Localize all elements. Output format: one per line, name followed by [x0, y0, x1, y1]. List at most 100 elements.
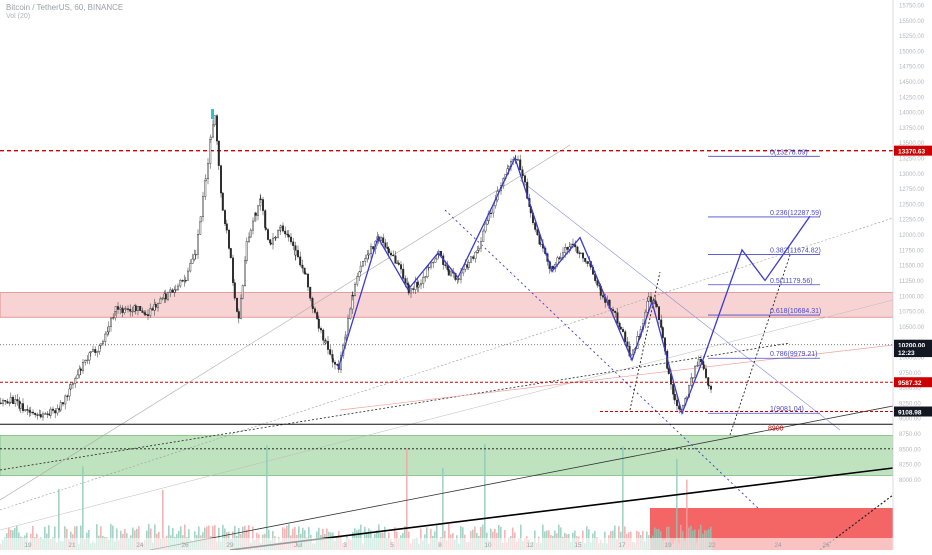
- candle-body: [614, 310, 617, 313]
- candle-body: [94, 349, 97, 353]
- candle-body: [660, 319, 663, 328]
- candle-body: [457, 278, 460, 280]
- candle-body: [76, 374, 79, 379]
- candle-body: [121, 307, 124, 313]
- candle-body: [191, 258, 194, 264]
- candle-body: [647, 296, 650, 302]
- candle-body: [19, 403, 22, 409]
- candle-body: [104, 333, 107, 342]
- candle-body: [52, 408, 55, 411]
- volume-bar: [482, 524, 484, 550]
- candle-body: [109, 317, 112, 327]
- candle-body: [174, 289, 177, 291]
- volume-bar: [700, 524, 702, 550]
- candle-body: [14, 399, 17, 404]
- candle-body: [626, 341, 629, 347]
- candle-body: [650, 296, 653, 303]
- candle-body: [320, 328, 323, 331]
- candle-body: [209, 136, 212, 140]
- candle-body: [661, 327, 664, 339]
- candle-body: [394, 255, 397, 264]
- candle-body: [64, 395, 67, 405]
- fib-label: 0(13278.09): [770, 149, 808, 156]
- candle-body: [444, 264, 447, 266]
- candle-body: [307, 273, 310, 288]
- candle-body: [367, 253, 370, 256]
- volume-bar: [208, 525, 210, 550]
- candle-body: [99, 343, 102, 346]
- trend-line: [519, 179, 841, 431]
- time-tick-label: 22: [708, 542, 716, 549]
- candle-body: [392, 254, 395, 257]
- candle-body: [199, 221, 202, 235]
- candle-body: [28, 410, 31, 413]
- candle-body: [215, 115, 218, 142]
- candle-body: [239, 298, 242, 319]
- candle-body: [582, 252, 585, 259]
- candle-body: [274, 236, 277, 239]
- price-tick-label: 14750.00: [899, 65, 925, 71]
- candle-body: [277, 230, 280, 238]
- price-tick-label: 15250.00: [899, 34, 925, 40]
- candle-body: [673, 394, 676, 401]
- price-tick-label: 8750.00: [899, 432, 921, 438]
- volume-bar: [286, 525, 288, 550]
- volume-bar: [82, 466, 84, 550]
- candle-body: [159, 298, 162, 304]
- candle-body: [112, 317, 115, 319]
- candle-body: [106, 331, 109, 335]
- price-tick-label: 8500.00: [899, 447, 921, 453]
- volume-bar: [248, 525, 250, 550]
- candle-body: [417, 284, 420, 288]
- candle-body: [49, 408, 52, 416]
- candle-body: [397, 262, 400, 265]
- candle-body: [161, 297, 164, 300]
- candle-body: [299, 256, 302, 266]
- candle-body: [521, 169, 524, 175]
- candle-body: [78, 368, 81, 376]
- candle-body: [416, 281, 419, 288]
- supply-zone: [0, 292, 894, 318]
- price-tick-label: 13000.00: [899, 172, 925, 178]
- time-tick-label: 24: [774, 542, 782, 549]
- price-tick-label: 8250.00: [899, 463, 921, 469]
- price-tick-label: 10500.00: [899, 325, 925, 331]
- candle-body: [193, 254, 196, 260]
- candle-body: [204, 178, 207, 181]
- candle-body: [81, 362, 84, 371]
- price-tick-label: 9750.00: [899, 371, 921, 377]
- candle-body: [616, 312, 619, 324]
- candle-body: [129, 309, 132, 312]
- candle-body: [184, 279, 187, 282]
- candle-body: [6, 401, 9, 404]
- candle-body: [131, 310, 134, 313]
- price-tick-label: 12000.00: [899, 233, 925, 239]
- price-label-bg: [894, 377, 932, 388]
- candle-body: [697, 358, 700, 366]
- candle-body: [272, 237, 275, 245]
- volume-bar: [184, 524, 186, 550]
- volume-bar: [58, 489, 60, 550]
- candle-body: [66, 395, 69, 397]
- candle-body: [44, 413, 47, 415]
- fib-label: 0.618(10684.31): [770, 308, 821, 315]
- candle-body: [700, 358, 703, 362]
- candle-body: [386, 247, 389, 249]
- candle-body: [372, 246, 375, 250]
- volume-bar: [32, 525, 34, 550]
- candle-body: [123, 308, 126, 313]
- candle-body: [390, 252, 393, 256]
- candle-body: [632, 349, 635, 355]
- candle-body: [327, 341, 330, 350]
- candle-body: [233, 282, 236, 299]
- candle-body: [480, 241, 483, 249]
- candle-body: [26, 409, 29, 411]
- candle-body: [336, 364, 339, 366]
- candle-body: [344, 334, 347, 338]
- volume-bar: [162, 489, 164, 550]
- volume-bar: [110, 524, 112, 550]
- candle-body: [206, 163, 209, 179]
- candle-body: [574, 244, 577, 248]
